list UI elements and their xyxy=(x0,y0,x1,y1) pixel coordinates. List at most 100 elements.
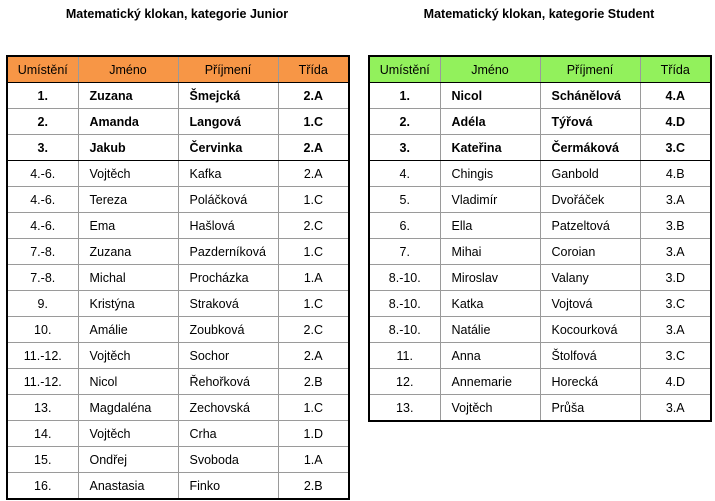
place-cell: 4.-6. xyxy=(7,212,79,239)
last-name-cell: Dvořáček xyxy=(540,186,641,213)
place-cell: 7.-8. xyxy=(7,264,79,291)
class-cell: 3.C xyxy=(640,290,711,317)
first-name-cell: Zuzana xyxy=(78,82,179,109)
class-cell: 2.B xyxy=(278,368,349,395)
class-cell: 2.A xyxy=(278,82,349,109)
first-name-cell: Kateřina xyxy=(440,134,541,161)
place-cell: 7.-8. xyxy=(7,238,79,265)
header-class: Třída xyxy=(278,56,349,83)
last-name-cell: Pazderníková xyxy=(178,238,279,265)
place-cell: 14. xyxy=(7,420,79,447)
table-row: 8.-10. Miroslav Valany 3.D xyxy=(369,264,711,291)
class-cell: 4.A xyxy=(640,82,711,109)
last-name-cell: Týřová xyxy=(540,108,641,135)
table-row: 12. Annemarie Horecká 4.D xyxy=(369,368,711,395)
table-row: 14. Vojtěch Crha 1.D xyxy=(7,420,349,447)
first-name-cell: Michal xyxy=(78,264,179,291)
first-name-cell: Natálie xyxy=(440,316,541,343)
table-row: 8.-10. Natálie Kocourková 3.A xyxy=(369,316,711,343)
header-first-name: Jméno xyxy=(78,56,179,83)
header-last-name: Příjmení xyxy=(540,56,641,83)
first-name-cell: Adéla xyxy=(440,108,541,135)
first-name-cell: Miroslav xyxy=(440,264,541,291)
last-name-cell: Crha xyxy=(178,420,279,447)
first-name-cell: Anastasia xyxy=(78,472,179,500)
table-row: 2. Adéla Týřová 4.D xyxy=(369,108,711,135)
class-cell: 2.A xyxy=(278,134,349,161)
table-row: 7. Mihai Coroian 3.A xyxy=(369,238,711,265)
place-cell: 13. xyxy=(369,394,441,422)
student-title: Matematický klokan, kategorie Student xyxy=(423,7,655,21)
class-cell: 2.B xyxy=(278,472,349,500)
place-cell: 10. xyxy=(7,316,79,343)
last-name-cell: Ganbold xyxy=(540,160,641,187)
table-row: 11. Anna Štolfová 3.C xyxy=(369,342,711,369)
header-last-name: Příjmení xyxy=(178,56,279,83)
class-cell: 1.C xyxy=(278,238,349,265)
last-name-cell: Vojtová xyxy=(540,290,641,317)
first-name-cell: Anna xyxy=(440,342,541,369)
table-row: 13. Magdaléna Zechovská 1.C xyxy=(7,394,349,421)
last-name-cell: Straková xyxy=(178,290,279,317)
header-row: Umístění Jméno Příjmení Třída xyxy=(7,56,349,83)
first-name-cell: Zuzana xyxy=(78,238,179,265)
first-name-cell: Chingis xyxy=(440,160,541,187)
last-name-cell: Schánělová xyxy=(540,82,641,109)
place-cell: 8.-10. xyxy=(369,316,441,343)
place-cell: 11.-12. xyxy=(7,368,79,395)
class-cell: 3.A xyxy=(640,238,711,265)
junior-results-table: Umístění Jméno Příjmení Třída 1. Zuzana Šm… xyxy=(6,55,350,500)
place-cell: 11. xyxy=(369,342,441,369)
last-name-cell: Svoboda xyxy=(178,446,279,473)
place-cell: 11.-12. xyxy=(7,342,79,369)
last-name-cell: Coroian xyxy=(540,238,641,265)
table-row: 5. Vladimír Dvořáček 3.A xyxy=(369,186,711,213)
first-name-cell: Kristýna xyxy=(78,290,179,317)
table-row: 7.-8. Zuzana Pazderníková 1.C xyxy=(7,238,349,265)
class-cell: 1.C xyxy=(278,186,349,213)
last-name-cell: Řehořková xyxy=(178,368,279,395)
class-cell: 2.A xyxy=(278,160,349,187)
first-name-cell: Amálie xyxy=(78,316,179,343)
last-name-cell: Červinka xyxy=(178,134,279,161)
class-cell: 4.B xyxy=(640,160,711,187)
last-name-cell: Procházka xyxy=(178,264,279,291)
first-name-cell: Vojtěch xyxy=(78,342,179,369)
place-cell: 13. xyxy=(7,394,79,421)
first-name-cell: Vojtěch xyxy=(78,160,179,187)
first-name-cell: Tereza xyxy=(78,186,179,213)
table-row: 2. Amanda Langová 1.C xyxy=(7,108,349,135)
last-name-cell: Poláčková xyxy=(178,186,279,213)
place-cell: 1. xyxy=(7,82,79,109)
table-row: 4.-6. Vojtěch Kafka 2.A xyxy=(7,160,349,187)
last-name-cell: Finko xyxy=(178,472,279,500)
header-place: Umístění xyxy=(369,56,441,83)
student-results-table: Umístění Jméno Příjmení Třída 1. Nicol Sch… xyxy=(368,55,712,422)
table-row: 4.-6. Tereza Poláčková 1.C xyxy=(7,186,349,213)
class-cell: 3.A xyxy=(640,394,711,422)
table-row: 11.-12. Vojtěch Sochor 2.A xyxy=(7,342,349,369)
last-name-cell: Sochor xyxy=(178,342,279,369)
table-row: 1. Zuzana Šmejcká 2.A xyxy=(7,82,349,109)
class-cell: 2.C xyxy=(278,212,349,239)
first-name-cell: Mihai xyxy=(440,238,541,265)
header-row: Umístění Jméno Příjmení Třída xyxy=(369,56,711,83)
place-cell: 7. xyxy=(369,238,441,265)
class-cell: 2.A xyxy=(278,342,349,369)
last-name-cell: Štolfová xyxy=(540,342,641,369)
class-cell: 1.C xyxy=(278,108,349,135)
first-name-cell: Annemarie xyxy=(440,368,541,395)
class-cell: 3.A xyxy=(640,316,711,343)
class-cell: 4.D xyxy=(640,108,711,135)
last-name-cell: Zechovská xyxy=(178,394,279,421)
class-cell: 3.C xyxy=(640,134,711,161)
place-cell: 4.-6. xyxy=(7,160,79,187)
table-row: 15. Ondřej Svoboda 1.A xyxy=(7,446,349,473)
place-cell: 12. xyxy=(369,368,441,395)
header-class: Třída xyxy=(640,56,711,83)
place-cell: 6. xyxy=(369,212,441,239)
place-cell: 2. xyxy=(369,108,441,135)
class-cell: 3.C xyxy=(640,342,711,369)
first-name-cell: Ema xyxy=(78,212,179,239)
